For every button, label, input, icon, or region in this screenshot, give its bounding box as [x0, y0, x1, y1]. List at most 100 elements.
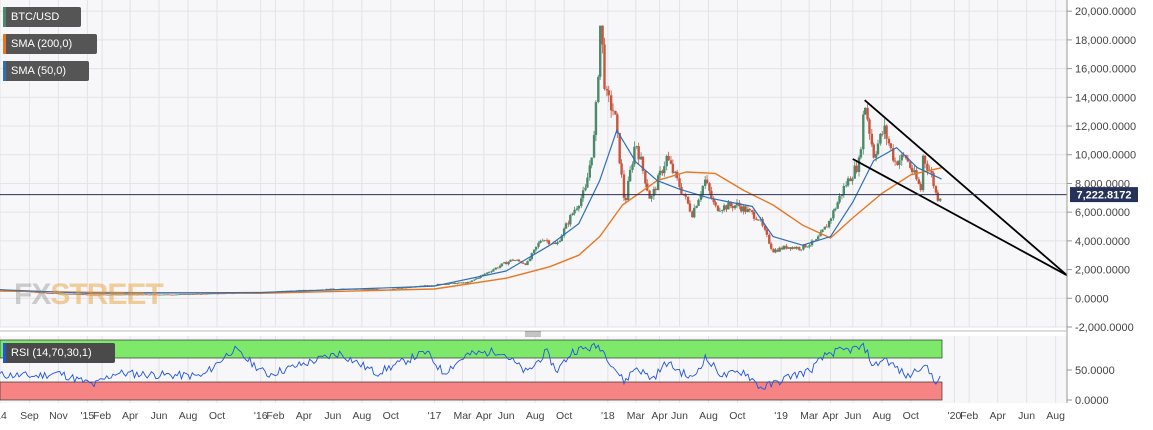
x-tick-label: Apr [296, 410, 313, 422]
candle-body [844, 185, 848, 187]
candle-body [836, 202, 839, 209]
candle-body [748, 209, 751, 211]
candle-body [752, 212, 756, 219]
candle-body [180, 294, 183, 295]
candle-body [97, 294, 100, 296]
candle-body [791, 247, 794, 250]
candle-body [534, 246, 538, 250]
candle-body [757, 219, 760, 221]
candle-body [524, 263, 527, 265]
candle-body [744, 206, 747, 213]
candle-body [900, 154, 903, 161]
candle-body [879, 133, 882, 144]
x-tick-label: Jun [324, 410, 341, 422]
x-axis: '14SepNov'15FebAprJunAugOct'16FebAprJunA… [0, 410, 1065, 422]
candle-body [88, 294, 91, 296]
candle-body [500, 263, 504, 266]
candle-body [849, 178, 852, 182]
candle-body [50, 293, 53, 294]
candle-body [146, 294, 149, 296]
x-tick-label: '15 [81, 410, 95, 422]
candle-body [838, 195, 841, 203]
candle-body [522, 262, 525, 264]
legend-sma50-color [3, 61, 6, 81]
candle-body [127, 294, 130, 296]
x-tick-label: Apr [476, 410, 493, 422]
candle-body [699, 194, 703, 200]
candle-body [932, 173, 935, 187]
candle-body [740, 206, 743, 212]
candle-body [490, 271, 493, 273]
candle-body [526, 261, 529, 265]
candle-body [216, 293, 220, 295]
candle-body [34, 292, 38, 293]
candle-body [67, 293, 70, 295]
x-tick-label: Sep [20, 410, 39, 422]
legend-sma50[interactable]: SMA (50,0) [3, 61, 89, 81]
x-tick-label: Oct [556, 410, 572, 422]
candle-body [658, 170, 662, 176]
x-tick-label: Aug [1046, 410, 1065, 422]
candle-body [558, 241, 562, 243]
candle-body [124, 294, 128, 296]
candle-body [859, 149, 863, 158]
candle-body [426, 285, 429, 287]
candle-body [75, 294, 79, 295]
candle-body [885, 125, 888, 139]
x-tick-label: Oct [729, 410, 745, 422]
candle-body [793, 247, 797, 249]
legend-sma200[interactable]: SMA (200,0) [3, 34, 97, 54]
candle-body [575, 208, 579, 210]
x-tick-label: Aug [352, 410, 371, 422]
candle-body [926, 163, 929, 171]
candle-body [503, 262, 506, 264]
candle-body [910, 167, 914, 173]
candle-body [620, 163, 623, 175]
candle-body [866, 107, 869, 120]
candle-body [214, 293, 217, 295]
candle-body [154, 294, 157, 296]
candle-body [457, 282, 461, 284]
candle-body [409, 287, 412, 289]
rsi-oversold-zone [0, 381, 943, 401]
candle-body [853, 165, 856, 179]
candle-body [729, 202, 733, 207]
panel-resize-handle[interactable] [525, 331, 541, 337]
candle-body [633, 146, 636, 165]
rsi-axis: 50.0000 0.0000 [1067, 365, 1115, 407]
x-tick-label: Jun [151, 410, 168, 422]
candle-body [644, 170, 647, 184]
candle-body [906, 158, 910, 162]
candle-body [554, 242, 557, 245]
legend-rsi[interactable]: RSI (14,70,30,1) [3, 343, 115, 363]
candle-body [436, 283, 440, 286]
candle-body [473, 279, 476, 281]
candle-body [622, 174, 626, 198]
candle-body [808, 245, 811, 247]
candle-body [498, 265, 502, 268]
candle-body [594, 102, 598, 136]
candle-body [148, 294, 151, 296]
candle-body [195, 293, 198, 295]
candle-body [174, 294, 177, 296]
candle-body [923, 155, 927, 164]
trendline-upper [864, 99, 1068, 276]
candle-body [86, 294, 89, 296]
candle-body [618, 132, 621, 164]
candle-body [562, 228, 566, 236]
candle-body [881, 133, 884, 135]
legend-symbol[interactable]: BTC/USD [3, 7, 81, 27]
candle-body [60, 293, 63, 295]
candle-body [883, 125, 886, 134]
candle-body [447, 283, 450, 285]
candle-body [887, 138, 891, 144]
candle-body [802, 244, 805, 250]
x-tick-label: Aug [179, 410, 198, 422]
candle-body [893, 160, 897, 162]
candle-body [795, 247, 799, 249]
candle-body [624, 197, 628, 201]
candle-body [774, 249, 777, 253]
candle-body [669, 160, 673, 164]
candle-body [475, 278, 478, 280]
candle-body [686, 196, 690, 204]
